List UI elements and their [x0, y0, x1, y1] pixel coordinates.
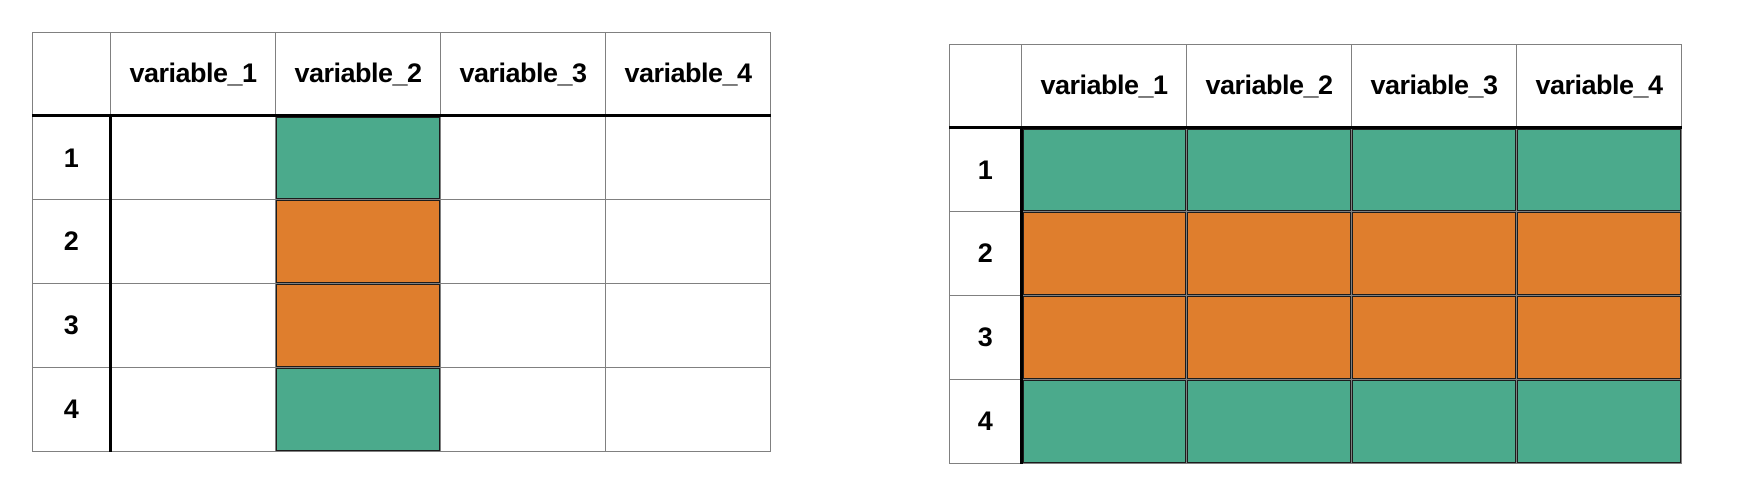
data-cell-orange — [1186, 295, 1352, 380]
table-row: 4 — [949, 379, 1682, 464]
table-row: 2 — [949, 211, 1682, 296]
data-cell-empty — [110, 283, 276, 368]
column-header-variable_3: variable_3 — [440, 32, 606, 117]
table-row: 1 — [32, 115, 771, 200]
column-header-variable_3: variable_3 — [1351, 44, 1517, 129]
data-cell-empty — [605, 283, 771, 368]
corner-cell — [949, 44, 1022, 129]
row-label: 4 — [32, 367, 112, 452]
data-cell-green — [1186, 379, 1352, 464]
table-row: 1 — [949, 127, 1682, 212]
data-cell-green — [1186, 127, 1352, 212]
data-cell-empty — [440, 199, 606, 284]
data-cell-empty — [110, 115, 276, 200]
column-header-variable_2: variable_2 — [1186, 44, 1352, 129]
column-header-variable_1: variable_1 — [110, 32, 276, 117]
data-cell-green — [1351, 127, 1517, 212]
data-cell-orange — [1186, 211, 1352, 296]
data-cell-green — [1021, 127, 1187, 212]
row-label: 2 — [949, 211, 1023, 296]
table-header-row: variable_1 variable_2 variable_3 variable_4 — [949, 44, 1682, 129]
pattern-table-right: variable_1 variable_2 variable_3 variable_4… — [949, 44, 1682, 464]
data-cell-green — [1021, 379, 1187, 464]
column-header-variable_2: variable_2 — [275, 32, 441, 117]
data-cell-green — [1351, 379, 1517, 464]
data-cell-empty — [110, 367, 276, 452]
row-label: 1 — [32, 115, 112, 200]
data-cell-orange — [1516, 295, 1682, 380]
data-cell-empty — [440, 367, 606, 452]
table-row: 4 — [32, 367, 771, 452]
data-cell-empty — [110, 199, 276, 284]
row-label: 3 — [949, 295, 1023, 380]
column-header-variable_1: variable_1 — [1021, 44, 1187, 129]
row-label: 4 — [949, 379, 1023, 464]
column-header-variable_4: variable_4 — [605, 32, 771, 117]
table-row: 2 — [32, 199, 771, 284]
data-cell-empty — [605, 199, 771, 284]
data-cell-green — [1516, 127, 1682, 212]
data-cell-orange — [275, 199, 441, 284]
data-cell-green — [1516, 379, 1682, 464]
data-cell-orange — [1021, 295, 1187, 380]
pattern-table-left-container: variable_1 variable_2 variable_3 variable_4… — [32, 32, 771, 452]
row-label: 1 — [949, 127, 1023, 212]
pattern-table-left: variable_1 variable_2 variable_3 variable_4… — [32, 32, 771, 452]
data-cell-empty — [440, 115, 606, 200]
data-cell-orange — [1351, 295, 1517, 380]
corner-cell — [32, 32, 111, 117]
data-cell-orange — [275, 283, 441, 368]
data-cell-empty — [605, 115, 771, 200]
table-header-row: variable_1 variable_2 variable_3 variable_4 — [32, 32, 771, 117]
data-cell-green — [275, 115, 441, 200]
table-row: 3 — [949, 295, 1682, 380]
row-label: 3 — [32, 283, 112, 368]
data-cell-orange — [1021, 211, 1187, 296]
data-cell-empty — [605, 367, 771, 452]
row-label: 2 — [32, 199, 112, 284]
table-row: 3 — [32, 283, 771, 368]
data-cell-green — [275, 367, 441, 452]
data-cell-empty — [440, 283, 606, 368]
column-header-variable_4: variable_4 — [1516, 44, 1682, 129]
data-cell-orange — [1351, 211, 1517, 296]
pattern-table-right-container: variable_1 variable_2 variable_3 variable_4… — [949, 44, 1682, 464]
data-cell-orange — [1516, 211, 1682, 296]
